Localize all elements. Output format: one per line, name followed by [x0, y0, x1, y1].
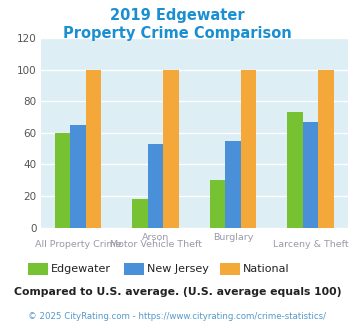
- Bar: [55, 133, 70, 228]
- Text: Property Crime Comparison: Property Crime Comparison: [63, 26, 292, 41]
- Bar: [86, 70, 101, 228]
- Bar: [225, 141, 241, 228]
- Bar: [288, 112, 303, 228]
- Text: Motor Vehicle Theft: Motor Vehicle Theft: [110, 240, 202, 248]
- Bar: [210, 180, 225, 228]
- Bar: [70, 125, 86, 228]
- Text: Compared to U.S. average. (U.S. average equals 100): Compared to U.S. average. (U.S. average …: [14, 287, 341, 297]
- Bar: [163, 70, 179, 228]
- Text: 2019 Edgewater: 2019 Edgewater: [110, 8, 245, 23]
- Text: Edgewater: Edgewater: [51, 264, 111, 274]
- Text: All Property Crime: All Property Crime: [35, 240, 121, 248]
- Text: Arson: Arson: [142, 233, 169, 242]
- Bar: [303, 122, 318, 228]
- Text: © 2025 CityRating.com - https://www.cityrating.com/crime-statistics/: © 2025 CityRating.com - https://www.city…: [28, 312, 327, 321]
- Bar: [132, 199, 148, 228]
- Text: Burglary: Burglary: [213, 233, 253, 242]
- Text: National: National: [242, 264, 289, 274]
- Text: Larceny & Theft: Larceny & Theft: [273, 240, 349, 248]
- Text: New Jersey: New Jersey: [147, 264, 208, 274]
- Bar: [318, 70, 334, 228]
- Bar: [148, 144, 163, 228]
- Bar: [241, 70, 256, 228]
